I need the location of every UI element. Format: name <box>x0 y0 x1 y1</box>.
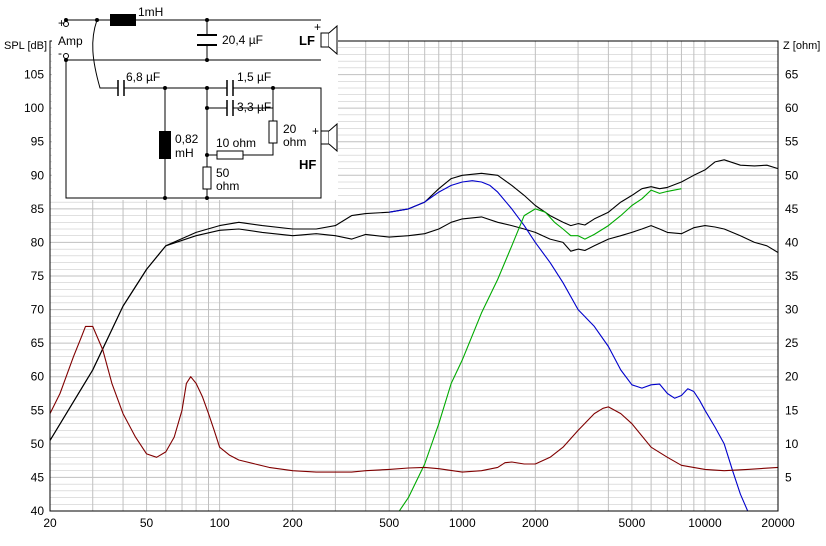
series-hf <box>50 188 682 512</box>
amp-minus-terminal <box>63 53 69 59</box>
hf-speaker-icon <box>320 130 330 145</box>
r3-label-unit: ohm <box>216 179 239 193</box>
hf-label: HF <box>299 157 316 172</box>
plot-frame <box>49 40 779 512</box>
y-tick-label: 45 <box>31 470 45 484</box>
l1-label: 1mH <box>138 5 163 19</box>
capacitor-c3-icon <box>226 80 234 96</box>
y-tick-label: 85 <box>31 202 45 216</box>
y-tick-label: 90 <box>31 168 45 182</box>
series-group <box>49 159 779 512</box>
y2-tick-label: 40 <box>785 235 799 249</box>
y-tick-label: 95 <box>31 135 45 149</box>
y2-tick-label: 50 <box>785 168 799 182</box>
c1-label: 20,4 µF <box>222 33 263 47</box>
inductor-l2-icon <box>159 131 171 159</box>
resistor-r3-icon <box>202 166 212 190</box>
resistor-r2-icon <box>216 150 244 160</box>
lf-label: LF <box>299 33 315 48</box>
c4-label: 3,3 µF <box>237 100 271 114</box>
y2-tick-label: 45 <box>785 202 799 216</box>
y-tick-label: 55 <box>31 403 45 417</box>
x-tick-label: 50 <box>140 516 154 530</box>
series-spl_upper <box>49 159 779 441</box>
r1-label-value: 20 <box>283 122 297 136</box>
crossover-schematic: + - Amp 1mH 20,4 µF LF + 6,8 µF 1,5 µF 3… <box>52 0 338 200</box>
capacitor-c2-icon <box>117 80 125 96</box>
lf-plus-sign: + <box>314 20 321 34</box>
series-impedance <box>49 325 779 473</box>
x-tick-label: 20 <box>43 516 57 530</box>
c2-label: 6,8 µF <box>126 70 160 84</box>
y-tick-label: 105 <box>24 68 44 82</box>
x-tick-label: 1000 <box>449 516 476 530</box>
r3-label-value: 50 <box>216 166 230 180</box>
series-lf <box>389 180 755 512</box>
y-tick-label: 100 <box>24 101 44 115</box>
y2-tick-label: 20 <box>785 370 799 384</box>
y2-tick-label: 55 <box>785 135 799 149</box>
r1-label-unit: ohm <box>283 135 306 149</box>
amp-minus-sign: - <box>58 46 62 60</box>
y2-tick-label: 35 <box>785 269 799 283</box>
x-tick-label: 5000 <box>619 516 646 530</box>
y2-tick-label: 15 <box>785 403 799 417</box>
schematic-nodes <box>64 18 275 200</box>
x-tick-label: 200 <box>283 516 303 530</box>
y2-tick-label: 65 <box>785 68 799 82</box>
x-tick-label: 20000 <box>761 516 795 530</box>
amp-plus-sign: + <box>58 16 65 30</box>
inductor-l1-icon <box>110 14 136 26</box>
capacitor-c1-icon <box>197 34 217 46</box>
y2-tick-label: 60 <box>785 101 799 115</box>
resistor-r1-icon <box>268 120 278 144</box>
hf-plus-sign: + <box>312 124 319 138</box>
y-tick-label: 80 <box>31 235 45 249</box>
l2-label-value: 0,82 <box>175 132 199 146</box>
x-tick-label: 2000 <box>522 516 549 530</box>
y-tick-label: 70 <box>31 303 45 317</box>
y-tick-label: 50 <box>31 437 45 451</box>
series-spl_lower <box>49 216 779 441</box>
y-axis-label: SPL [dB] <box>4 40 47 52</box>
r2-label: 10 ohm <box>216 136 256 150</box>
y-tick-label: 75 <box>31 269 45 283</box>
amp-label: Amp <box>58 34 83 48</box>
capacitor-c4-icon <box>226 100 234 116</box>
y2-tick-label: 10 <box>785 437 799 451</box>
y-tick-label: 40 <box>31 504 45 518</box>
x-tick-label: 10000 <box>688 516 722 530</box>
y-tick-label: 65 <box>31 336 45 350</box>
lf-speaker-cone-icon <box>328 24 338 56</box>
hf-speaker-cone-icon <box>328 122 338 153</box>
tick-labels: 20 50 100 200 500 1000 2000 5000 10000 20000 40 45 5… <box>24 68 799 530</box>
y2-tick-label: 5 <box>785 470 792 484</box>
amp-plus-terminal <box>63 21 69 27</box>
schematic-background <box>52 0 338 200</box>
x-tick-label: 100 <box>210 516 230 530</box>
x-tick-label: 500 <box>379 516 399 530</box>
y2-tick-label: 25 <box>785 336 799 350</box>
schematic-wires <box>65 19 322 199</box>
c3-label: 1,5 µF <box>237 70 271 84</box>
y2-axis-label: Z [ohm] <box>783 40 820 52</box>
y2-tick-label: 30 <box>785 303 799 317</box>
y-tick-label: 60 <box>31 370 45 384</box>
l2-label-unit: mH <box>175 146 194 160</box>
lf-speaker-icon <box>320 32 330 48</box>
